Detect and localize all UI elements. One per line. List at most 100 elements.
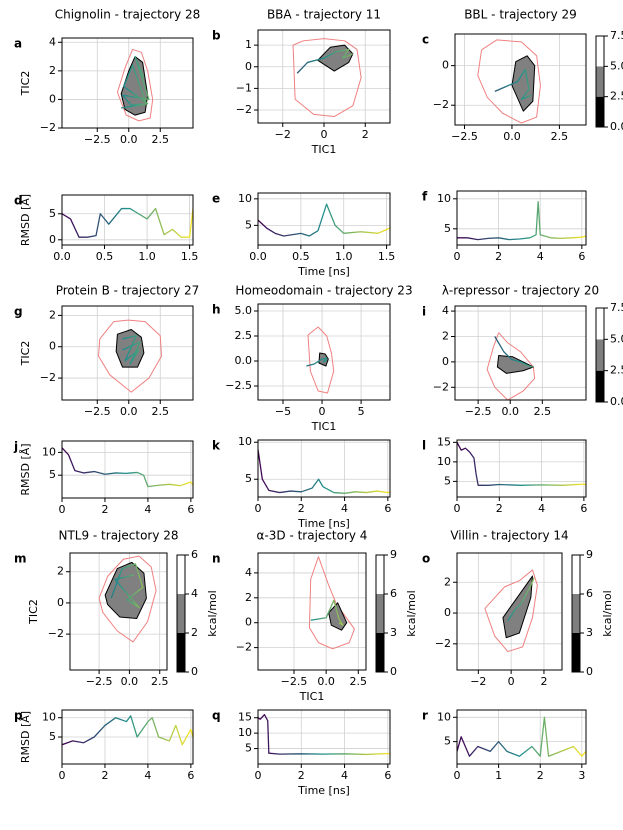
axes-frame <box>456 439 587 498</box>
x-tick-label: −2.5 <box>451 130 478 143</box>
x-tick-label: 0 <box>255 502 262 515</box>
colorbar-tick-label: 7.5 <box>610 29 623 42</box>
y-tick-label: 0 <box>442 355 449 368</box>
colorbar-tick-label: 0 <box>586 665 593 678</box>
x-tick-label: 2 <box>101 769 108 782</box>
y-tick-label: 0.0 <box>235 354 253 367</box>
trajectory-line <box>258 449 390 494</box>
colorbar-frame <box>571 554 581 673</box>
axes-frame <box>456 709 587 765</box>
y-tick-label: 10 <box>437 192 451 205</box>
x-tick-label: 3 <box>578 769 585 782</box>
panel-letter: m <box>14 552 27 566</box>
y-tick-label: 5 <box>444 735 451 748</box>
x-tick-label: 5 <box>358 405 365 418</box>
x-tick-label: 0 <box>321 128 328 141</box>
y-tick-label: −2.5 <box>225 379 252 392</box>
colorbar-frame <box>595 307 605 403</box>
y-axis-label: TIC2 <box>19 341 32 367</box>
trajectory-line <box>306 357 328 367</box>
y-tick-label: 10 <box>238 192 252 205</box>
panel-letter: p <box>14 709 23 723</box>
colorbar-tick-label: 2.5 <box>610 364 623 377</box>
colorbar-tick-label: 2.5 <box>610 90 623 103</box>
panel-letter: q <box>212 709 221 723</box>
x-axis-label: TIC1 <box>311 420 337 433</box>
colorbar-tick-label: 6 <box>586 587 593 600</box>
colorbar-band <box>596 66 604 97</box>
x-tick-label: 0.0 <box>503 130 521 143</box>
y-axis-label: RMSD [Å] <box>19 443 32 495</box>
boundary-contour <box>98 319 163 393</box>
x-tick-label: 4 <box>144 769 151 782</box>
x-tick-label: 1.0 <box>335 250 353 263</box>
x-tick-label: 0.0 <box>120 405 138 418</box>
x-tick-label: 2.5 <box>534 405 552 418</box>
colorbar-tick-label: 9 <box>586 548 593 561</box>
x-tick-label: 0.5 <box>96 250 114 263</box>
colorbar-band <box>596 36 604 67</box>
colorbar-band <box>177 594 185 633</box>
panel-letter: g <box>14 305 23 319</box>
trajectory-line <box>258 203 390 237</box>
x-tick-label: −2.5 <box>465 405 492 418</box>
panel-letter: r <box>422 709 428 723</box>
x-axis-label: Time [ns] <box>297 265 350 278</box>
colorbar-tick-label: 3 <box>586 626 593 639</box>
y-tick-label: 4 <box>442 304 449 317</box>
y-tick-label: 5.0 <box>235 304 253 317</box>
y-tick-label: 0 <box>49 340 56 353</box>
y-tick-label: −2 <box>236 641 252 654</box>
axes-frame <box>456 552 563 671</box>
boundary-contour <box>98 555 157 643</box>
y-tick-label: −2 <box>433 380 449 393</box>
axes-frame <box>454 305 587 401</box>
panel-letter: l <box>422 439 426 453</box>
x-tick-label: 6 <box>187 769 194 782</box>
axes-frame <box>456 190 587 246</box>
y-tick-label: 2 <box>442 329 449 342</box>
boundary-contour <box>486 332 536 400</box>
x-tick-label: 2 <box>537 769 544 782</box>
y-tick-label: 0 <box>245 616 252 629</box>
colorbar-tick-label: 6 <box>390 587 397 600</box>
y-tick-label: 10 <box>238 435 252 448</box>
trajectory-line <box>310 599 344 626</box>
y-tick-label: −2 <box>435 637 451 650</box>
x-tick-label: 0.0 <box>249 250 267 263</box>
axes-frame <box>454 33 587 126</box>
axes-frame <box>257 192 391 246</box>
y-tick-label: 5 <box>49 468 56 481</box>
boundary-contour <box>307 326 335 394</box>
y-tick-label: 2 <box>49 64 56 77</box>
axes-frame <box>257 552 367 671</box>
x-tick-label: 0 <box>59 503 66 516</box>
x-tick-label: 6 <box>384 769 391 782</box>
colorbar-tick-label: 2 <box>191 626 198 639</box>
colorbar-frame <box>375 554 385 673</box>
y-tick-label: −1 <box>236 81 252 94</box>
colorbar-label: kcal/mol <box>206 590 219 636</box>
axes-frame <box>257 439 391 498</box>
y-tick-label: 2 <box>57 565 64 578</box>
x-tick-label: 0 <box>319 405 326 418</box>
x-tick-label: 6 <box>580 502 587 515</box>
trajectory-line <box>457 442 586 486</box>
x-tick-label: 1.5 <box>181 250 199 263</box>
x-tick-label: −2.5 <box>84 133 111 146</box>
colorbar-label: kcal/mol <box>601 590 614 636</box>
colorbar-band <box>376 594 384 633</box>
colorbar-tick-label: 4 <box>191 587 198 600</box>
x-axis-label: TIC1 <box>299 690 325 703</box>
trajectory-line <box>457 716 586 757</box>
y-tick-label: 2 <box>49 308 56 321</box>
colorbar-band <box>376 633 384 672</box>
x-tick-label: 1.0 <box>138 250 156 263</box>
x-tick-label: 4 <box>341 769 348 782</box>
colorbar-tick-label: 9 <box>390 548 397 561</box>
colorbar-label: kcal/mol <box>405 590 418 636</box>
x-tick-label: 1 <box>495 769 502 782</box>
y-tick-label: −2 <box>48 627 64 640</box>
